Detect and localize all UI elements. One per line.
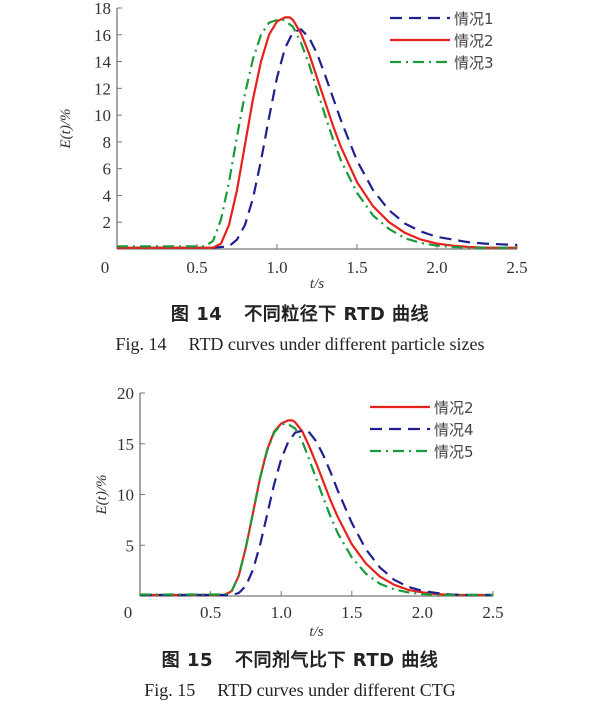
y-tick-label: 18 xyxy=(94,0,111,18)
y-tick-label: 5 xyxy=(126,536,135,555)
x-tick-label: 0.5 xyxy=(200,603,221,622)
x-tick-label: 2.0 xyxy=(426,258,447,277)
y-tick-label: 4 xyxy=(103,186,112,205)
x-tick-label: 2.5 xyxy=(506,258,527,277)
y-tick-label: 16 xyxy=(94,26,111,45)
fig15-title-cn: 不同剂气比下 RTD 曲线 xyxy=(235,650,439,671)
x-tick-label: 1.5 xyxy=(341,603,362,622)
legend-label: 情况3 xyxy=(454,54,494,72)
fig14-title-cn: 不同粒径下 RTD 曲线 xyxy=(244,304,430,325)
series-line-2 xyxy=(140,429,493,597)
fig15-caption-cn: 图 15 不同剂气比下 RTD 曲线 xyxy=(0,646,600,672)
fig15-label-cn: 图 15 xyxy=(161,650,213,671)
y-axis-label: E(t)/% xyxy=(94,475,110,516)
y-tick-label: 12 xyxy=(94,79,111,98)
x-tick-label: 0 xyxy=(124,603,133,622)
x-tick-label: 1.0 xyxy=(271,603,292,622)
y-tick-label: 10 xyxy=(94,106,111,125)
fig15-caption-en: Fig. 15 RTD curves under different CTG xyxy=(0,680,600,701)
series-line-3 xyxy=(117,18,517,249)
y-tick-label: 6 xyxy=(103,160,112,179)
x-tick-label: 0 xyxy=(101,258,110,277)
legend-label: 情况2 xyxy=(434,399,474,417)
legend-label: 情况2 xyxy=(454,32,494,50)
y-tick-label: 2 xyxy=(103,213,112,232)
x-axis-label: t/s xyxy=(309,624,323,640)
fig15-title-en: RTD curves under different CTG xyxy=(217,680,456,700)
chart-1: 2 4 6 8 10 12 14 16 18 0 0.5 1.0 1.5 2.0 2.5 t/s E(t)/% 情… xyxy=(58,0,528,292)
y-tick-label: 15 xyxy=(117,435,134,454)
fig14-title-en: RTD curves under different particle size… xyxy=(188,334,485,354)
legend-label: 情况1 xyxy=(454,10,494,28)
legend: 情况1 情况2 情况3 xyxy=(390,10,494,72)
series-line-2 xyxy=(117,16,517,249)
x-tick-label: 2.5 xyxy=(482,603,503,622)
x-tick-label: 0.5 xyxy=(186,258,207,277)
y-tick-label: 20 xyxy=(117,384,134,403)
fig14-label-en: Fig. 14 xyxy=(115,334,167,354)
fig14-label-cn: 图 14 xyxy=(170,304,223,325)
series-line-1 xyxy=(117,28,518,249)
y-tick-label: 14 xyxy=(94,53,112,72)
series-line-3 xyxy=(140,422,493,597)
fig14-caption-cn: 图 14 不同粒径下 RTD 曲线 xyxy=(0,300,600,326)
fig14-caption-en: Fig. 14 RTD curves under different partic… xyxy=(0,334,600,355)
y-axis-label: E(t)/% xyxy=(58,109,74,150)
fig15-label-en: Fig. 15 xyxy=(144,680,196,700)
x-tick-label: 1.0 xyxy=(266,258,287,277)
x-tick-label: 1.5 xyxy=(346,258,367,277)
legend-label: 情况5 xyxy=(434,443,474,461)
y-tick-label: 8 xyxy=(103,133,112,152)
legend-label: 情况4 xyxy=(434,421,474,439)
x-axis-label: t/s xyxy=(310,276,324,292)
legend: 情况2 情况4 情况5 xyxy=(370,399,474,461)
x-tick-label: 2.0 xyxy=(412,603,433,622)
y-tick-label: 10 xyxy=(117,486,134,505)
